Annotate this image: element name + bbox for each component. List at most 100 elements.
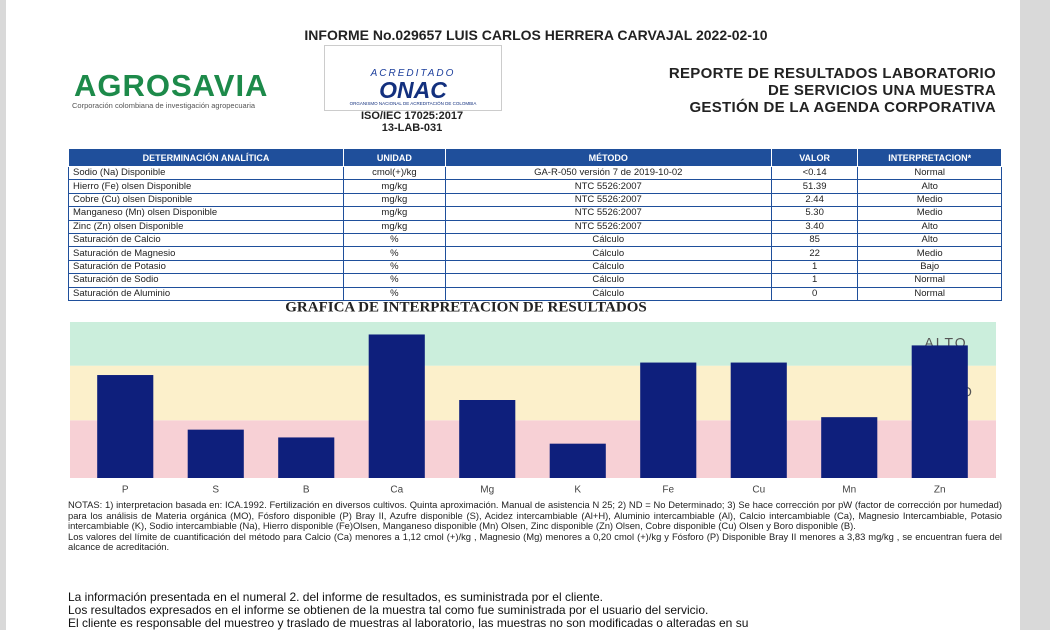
table-cell: 5.30 <box>770 206 859 221</box>
accreditation-iso: ISO/IEC 17025:2017 13-LAB-031 <box>324 110 500 134</box>
table-cell: GA-R-050 versión 7 de 2019-10-02 <box>444 165 772 181</box>
table-cell: Cálculo <box>444 246 772 261</box>
results-table: DETERMINACIÓN ANALÍTICA UNIDAD MÉTODO VALOR… <box>68 148 1002 301</box>
table-cell: mg/kg <box>342 179 446 194</box>
chart-title: GRAFICA DE INTERPRETACION DE RESULTADOS <box>285 300 646 315</box>
column-header: UNIDAD <box>342 148 446 167</box>
table-cell: Cálculo <box>444 286 772 301</box>
table-row: Saturación de Potasio% Cálculo 1 Bajo <box>68 259 1002 275</box>
table-cell: <0.14 <box>770 165 859 181</box>
table-row: Zinc (Zn) olsen Disponible mg/kg NTC 5526:… <box>68 219 1002 234</box>
x-tick-label: Mn <box>842 485 856 496</box>
table-row: Sodio (Na) Disponible cmol(+)/kg GA-R-050 … <box>68 165 1002 181</box>
company-subtitle: Corporación colombiana de investigación … <box>72 101 256 110</box>
table-cell: 3.40 <box>770 219 859 234</box>
chart: GRAFICA DE INTERPRETACION DE RESULTADOS … <box>70 300 996 496</box>
table-cell: % <box>342 286 446 301</box>
table-cell: Saturación de Magnesio <box>68 246 344 261</box>
table-cell: NTC 5526:2007 <box>444 179 772 194</box>
table-cell: Saturación de Potasio <box>68 259 344 275</box>
table-cell: 1 <box>770 273 859 288</box>
lab-code: 13-LAB-031 <box>381 122 443 134</box>
table-cell: 51.39 <box>770 179 859 194</box>
table-cell: Hierro (Fe) olsen Disponible <box>68 179 344 194</box>
bar <box>187 429 244 478</box>
table-cell: mg/kg <box>342 192 446 208</box>
x-tick-label: Mg <box>480 485 494 496</box>
report-title: REPORTE DE RESULTADOS LABORATORIO DE SERV… <box>669 65 996 116</box>
table-cell: Bajo <box>857 259 1002 275</box>
table-cell: % <box>342 246 446 261</box>
table-cell: 85 <box>770 232 859 248</box>
table-cell: NTC 5526:2007 <box>444 219 772 234</box>
table-cell: cmol(+)/kg <box>342 165 446 181</box>
table-row: Saturación de Sodio% Cálculo 1 Normal <box>68 273 1002 288</box>
table-cell: mg/kg <box>342 206 446 221</box>
table-cell: 2.44 <box>770 192 859 208</box>
accreditation-logo: ACREDITADO ONAC ORGANISMO NACIONAL DE AC… <box>324 45 502 111</box>
x-tick-label: Fe <box>662 485 674 496</box>
table-cell: Cobre (Cu) olsen Disponible <box>68 192 344 208</box>
table-cell: Manganeso (Mn) olsen Disponible <box>68 206 344 221</box>
title-line: REPORTE DE RESULTADOS LABORATORIO <box>668 65 996 82</box>
report-line: INFORME No.029657 LUIS CARLOS HERRERA CA… <box>304 27 768 43</box>
company-logo: AGROSAVIA <box>74 68 269 103</box>
table-row: Hierro (Fe) olsen Disponible mg/kg NTC 552… <box>68 179 1002 194</box>
column-header: VALOR <box>770 148 859 167</box>
footer-line: La información presentada en el numeral … <box>68 590 603 604</box>
table-cell: Normal <box>857 286 1002 301</box>
accreditation-top: ACREDITADO <box>370 68 456 79</box>
table-cell: Normal <box>857 273 1002 288</box>
bar <box>278 437 335 478</box>
table-cell: 0 <box>770 286 859 301</box>
x-tick-label: Ca <box>390 485 403 496</box>
table-row: Saturación de Magnesio% Cálculo 22 Medio <box>68 246 1002 261</box>
column-header: INTERPRETACION* <box>857 148 1002 167</box>
column-header: MÉTODO <box>444 148 772 167</box>
table-cell: Alto <box>857 232 1002 248</box>
notes: NOTAS: 1) interpretacion basada en: ICA.… <box>68 499 1002 553</box>
table-row: Saturación de Aluminio% Cálculo 0 Normal <box>68 286 1002 301</box>
footer-line: Los resultados expresados en el informe … <box>68 603 709 617</box>
title-line: DE SERVICIOS UNA MUESTRA <box>767 82 996 99</box>
x-tick-label: P <box>122 485 129 496</box>
interpretation-band <box>70 365 996 421</box>
footer: La información presentada en el numeral … <box>68 591 1002 630</box>
sheet: INFORME No.029657 LUIS CARLOS HERRERA CA… <box>6 0 1020 630</box>
x-tick-label: Cu <box>752 485 765 496</box>
table-cell: Medio <box>857 192 1002 208</box>
bar <box>730 362 787 478</box>
bar <box>821 417 878 478</box>
x-tick-label: Zn <box>934 485 946 496</box>
table-cell: % <box>342 232 446 248</box>
table-cell: Medio <box>857 206 1002 221</box>
table-cell: Alto <box>857 219 1002 234</box>
bar <box>368 334 425 478</box>
iso-norm: ISO/IEC 17025:2017 <box>360 110 464 122</box>
interpretation-band <box>70 322 996 366</box>
bar <box>549 443 606 478</box>
bar <box>459 400 516 478</box>
table-cell: 1 <box>770 259 859 275</box>
table-cell: Saturación de Calcio <box>68 232 344 248</box>
table-row: Manganeso (Mn) olsen Disponible mg/kg NTC … <box>68 206 1002 221</box>
title-line: GESTIÓN DE LA AGENDA CORPORATIVA <box>689 99 996 116</box>
table-row: Saturación de Calcio% Cálculo 85 Alto <box>68 232 1002 248</box>
table-cell: NTC 5526:2007 <box>444 192 772 208</box>
x-tick-label: S <box>212 485 219 496</box>
bar <box>640 362 697 478</box>
accreditation-name: ONAC <box>379 77 447 103</box>
note: Los valores del límite de cuantificación… <box>68 530 1002 552</box>
table-cell: Zinc (Zn) olsen Disponible <box>68 219 344 234</box>
x-tick-label: K <box>574 485 581 496</box>
table-cell: 22 <box>770 246 859 261</box>
table-cell: Alto <box>857 179 1002 194</box>
column-header: DETERMINACIÓN ANALÍTICA <box>68 148 344 167</box>
table-cell: Cálculo <box>444 273 772 288</box>
table-cell: Sodio (Na) Disponible <box>68 165 344 181</box>
table-cell: NTC 5526:2007 <box>444 206 772 221</box>
table-cell: % <box>342 259 446 275</box>
table-cell: Normal <box>857 165 1002 181</box>
table-row: Cobre (Cu) olsen Disponible mg/kg NTC 5526… <box>68 192 1002 208</box>
